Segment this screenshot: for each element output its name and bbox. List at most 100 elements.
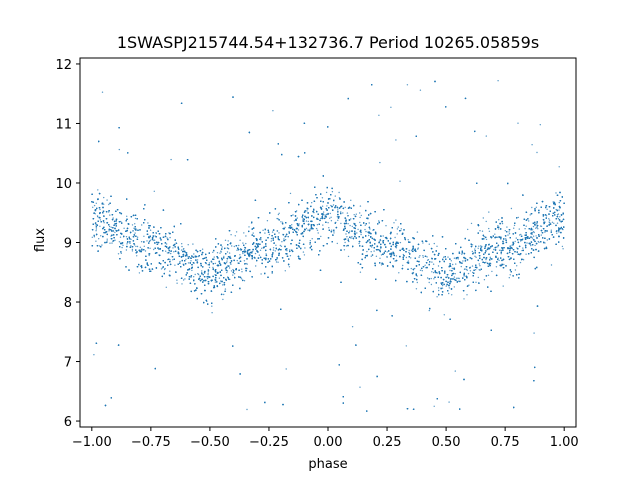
data-point <box>135 245 137 248</box>
data-point <box>408 251 410 254</box>
data-point <box>222 298 224 301</box>
data-point <box>522 247 524 249</box>
data-point <box>418 256 420 258</box>
data-point <box>378 240 381 242</box>
data-point <box>485 135 487 137</box>
data-point <box>510 207 513 210</box>
data-point <box>322 224 324 226</box>
data-point <box>278 232 280 234</box>
data-point <box>550 229 552 231</box>
data-point <box>305 227 308 230</box>
data-point <box>226 247 229 249</box>
data-point <box>260 239 262 241</box>
data-point <box>495 266 498 268</box>
data-point <box>230 263 232 265</box>
data-point <box>291 224 293 226</box>
data-point <box>516 265 518 267</box>
data-point <box>535 227 537 229</box>
data-point <box>474 248 476 250</box>
data-point <box>517 216 519 219</box>
data-point <box>325 191 328 194</box>
data-point <box>458 277 460 280</box>
data-point <box>148 240 151 242</box>
data-point <box>219 252 221 254</box>
data-point <box>255 265 257 267</box>
data-point <box>514 269 517 271</box>
data-point <box>430 277 432 280</box>
data-point <box>344 206 346 209</box>
data-point <box>436 245 438 247</box>
data-point <box>226 265 229 267</box>
data-point <box>479 265 481 267</box>
data-point <box>228 267 231 269</box>
data-point <box>333 232 335 234</box>
data-point <box>103 222 105 224</box>
data-point <box>114 239 116 241</box>
data-point <box>522 258 524 260</box>
data-point <box>223 255 225 258</box>
data-point <box>338 197 341 199</box>
data-point <box>359 212 361 214</box>
data-point <box>334 195 336 197</box>
data-point <box>497 80 499 82</box>
data-point <box>148 254 150 257</box>
data-point <box>185 258 187 260</box>
data-point <box>453 286 455 288</box>
data-point <box>108 230 110 232</box>
data-point <box>260 273 262 275</box>
data-point <box>426 277 429 279</box>
data-point <box>144 250 147 252</box>
data-point <box>360 233 362 236</box>
data-point <box>207 264 209 266</box>
data-point <box>153 190 155 192</box>
data-point <box>246 263 248 265</box>
data-point <box>181 243 183 245</box>
data-point <box>467 272 470 275</box>
data-point <box>513 227 515 229</box>
data-point <box>172 247 174 249</box>
data-point <box>365 230 367 233</box>
data-point <box>161 267 164 269</box>
data-point <box>485 220 487 223</box>
data-point <box>214 281 217 283</box>
data-point <box>405 345 407 347</box>
data-point <box>207 272 209 275</box>
data-point <box>558 231 560 233</box>
data-point <box>320 235 322 238</box>
data-point <box>99 225 101 227</box>
data-point <box>287 235 289 238</box>
data-point <box>220 250 222 252</box>
data-point <box>451 267 453 269</box>
data-point <box>478 263 480 265</box>
data-point <box>313 211 315 214</box>
data-point <box>244 248 246 251</box>
data-point <box>472 271 474 274</box>
data-point <box>382 235 384 237</box>
data-point <box>213 256 215 258</box>
data-point <box>399 241 402 244</box>
data-point <box>345 218 347 220</box>
data-point <box>226 271 228 274</box>
data-point <box>146 240 148 242</box>
data-point <box>551 221 554 223</box>
data-point <box>241 268 243 270</box>
data-point <box>337 219 339 221</box>
data-point <box>259 249 262 251</box>
data-point <box>272 247 275 249</box>
data-point <box>537 240 539 243</box>
data-point <box>307 220 310 223</box>
data-point <box>395 219 397 221</box>
data-point <box>379 257 381 259</box>
data-point <box>201 270 203 272</box>
data-point <box>357 228 359 231</box>
data-point <box>410 267 412 270</box>
data-point <box>422 242 424 244</box>
data-point <box>136 245 139 248</box>
data-point <box>416 275 418 277</box>
data-point <box>380 247 382 249</box>
data-point <box>236 259 238 262</box>
data-point <box>485 258 487 261</box>
data-point <box>108 211 110 213</box>
data-point <box>495 246 498 248</box>
